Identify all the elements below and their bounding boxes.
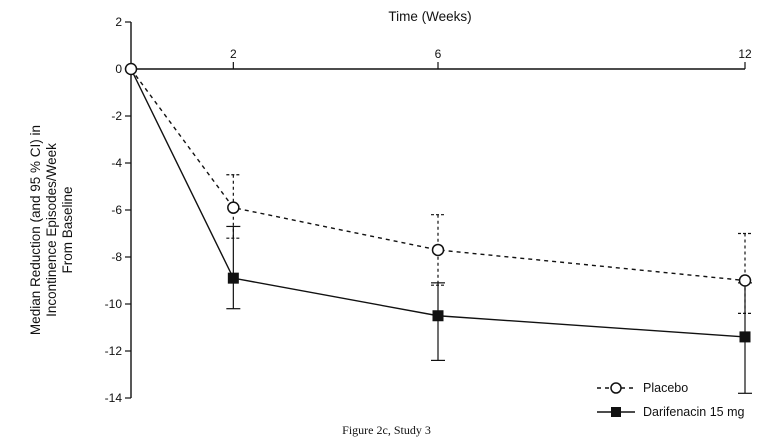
series-line-1 (130, 68, 746, 338)
legend-marker-1 (611, 407, 621, 417)
data-point-1 (739, 331, 751, 343)
y-axis-title-line: From Baseline (60, 186, 75, 273)
y-tick-label: 0 (115, 62, 122, 76)
data-point-1 (227, 272, 239, 284)
figure-caption: Figure 2c, Study 3 (342, 423, 431, 437)
y-tick-label: -14 (105, 391, 123, 405)
data-point-0 (227, 201, 240, 214)
y-tick-label: 2 (115, 15, 122, 29)
y-tick-label: -6 (111, 203, 122, 217)
legend-marker-0 (610, 382, 622, 394)
x-tick-label: 12 (738, 47, 752, 61)
data-point-0 (431, 243, 445, 257)
x-tick-label: 2 (230, 47, 237, 61)
y-axis-title-line: Incontinence Episodes/Week (44, 143, 59, 317)
y-tick-label: -4 (111, 156, 122, 170)
data-point-0 (738, 274, 752, 287)
data-point-1 (432, 310, 444, 322)
x-tick-label: 6 (435, 47, 442, 61)
y-tick-label: -8 (111, 250, 122, 264)
y-axis-title-line: Median Reduction (and 95 % CI) in (28, 125, 43, 335)
y-tick-label: -2 (111, 109, 122, 123)
legend-label-1: Darifenacin 15 mg (643, 405, 744, 419)
x-axis-title: Time (Weeks) (388, 9, 471, 24)
data-point-0 (124, 62, 138, 76)
y-tick-label: -12 (105, 344, 123, 358)
legend-label-0: Placebo (643, 381, 688, 395)
y-tick-label: -10 (105, 297, 123, 311)
